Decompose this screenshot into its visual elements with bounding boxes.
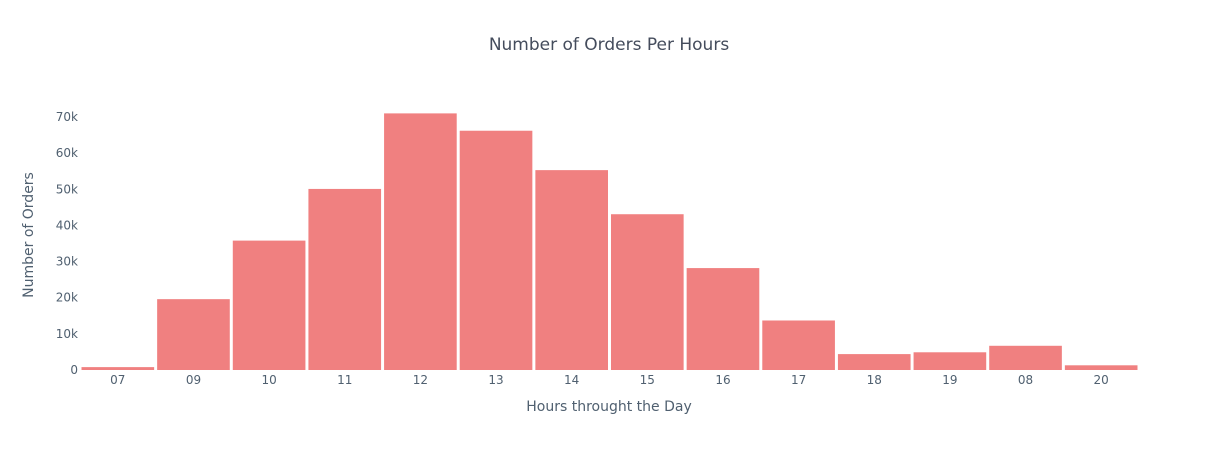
y-tick-labels: 0 10k 20k 30k 40k 50k 60k 70k <box>56 110 78 377</box>
y-tick-label: 50k <box>56 182 78 196</box>
bar-18[interactable] <box>837 354 911 370</box>
x-tick-label: 19 <box>942 373 957 387</box>
bar-19[interactable] <box>913 352 987 370</box>
bar-20[interactable] <box>1064 365 1138 370</box>
chart-title: Number of Orders Per Hours <box>489 35 730 55</box>
bar-08[interactable] <box>989 345 1062 370</box>
x-axis-title: Hours throught the Day <box>526 399 691 415</box>
bar-13[interactable] <box>459 130 533 370</box>
bar-07[interactable] <box>81 367 155 370</box>
bar-11[interactable] <box>308 188 382 370</box>
bar-16[interactable] <box>686 268 760 370</box>
bars-group <box>81 113 1138 370</box>
y-tick-label: 20k <box>56 291 78 305</box>
x-tick-label: 16 <box>715 373 730 387</box>
bar-10[interactable] <box>232 240 306 370</box>
x-tick-label: 08 <box>1018 373 1033 387</box>
x-tick-label: 18 <box>867 373 882 387</box>
bar-17[interactable] <box>762 320 835 370</box>
y-tick-label: 10k <box>56 327 78 341</box>
x-tick-label: 20 <box>1094 373 1109 387</box>
bar-09[interactable] <box>157 299 230 370</box>
y-tick-label: 0 <box>70 363 78 377</box>
x-tick-label: 17 <box>791 373 806 387</box>
x-tick-label: 15 <box>640 373 655 387</box>
y-axis-title: Number of Orders <box>21 172 37 298</box>
y-tick-label: 30k <box>56 255 78 269</box>
y-tick-label: 60k <box>56 146 78 160</box>
x-tick-label: 09 <box>186 373 201 387</box>
x-tick-label: 07 <box>110 373 125 387</box>
bar-15[interactable] <box>611 214 684 370</box>
y-tick-label: 70k <box>56 110 78 124</box>
x-tick-label: 12 <box>413 373 428 387</box>
bar-14[interactable] <box>535 170 608 370</box>
x-tick-label: 14 <box>564 373 579 387</box>
x-tick-labels: 07 09 10 11 12 13 14 15 16 17 18 19 08 20 <box>110 373 1109 387</box>
bar-12[interactable] <box>384 113 457 370</box>
x-tick-label: 11 <box>337 373 352 387</box>
y-tick-label: 40k <box>56 218 78 232</box>
x-tick-label: 13 <box>488 373 503 387</box>
x-tick-label: 10 <box>261 373 276 387</box>
